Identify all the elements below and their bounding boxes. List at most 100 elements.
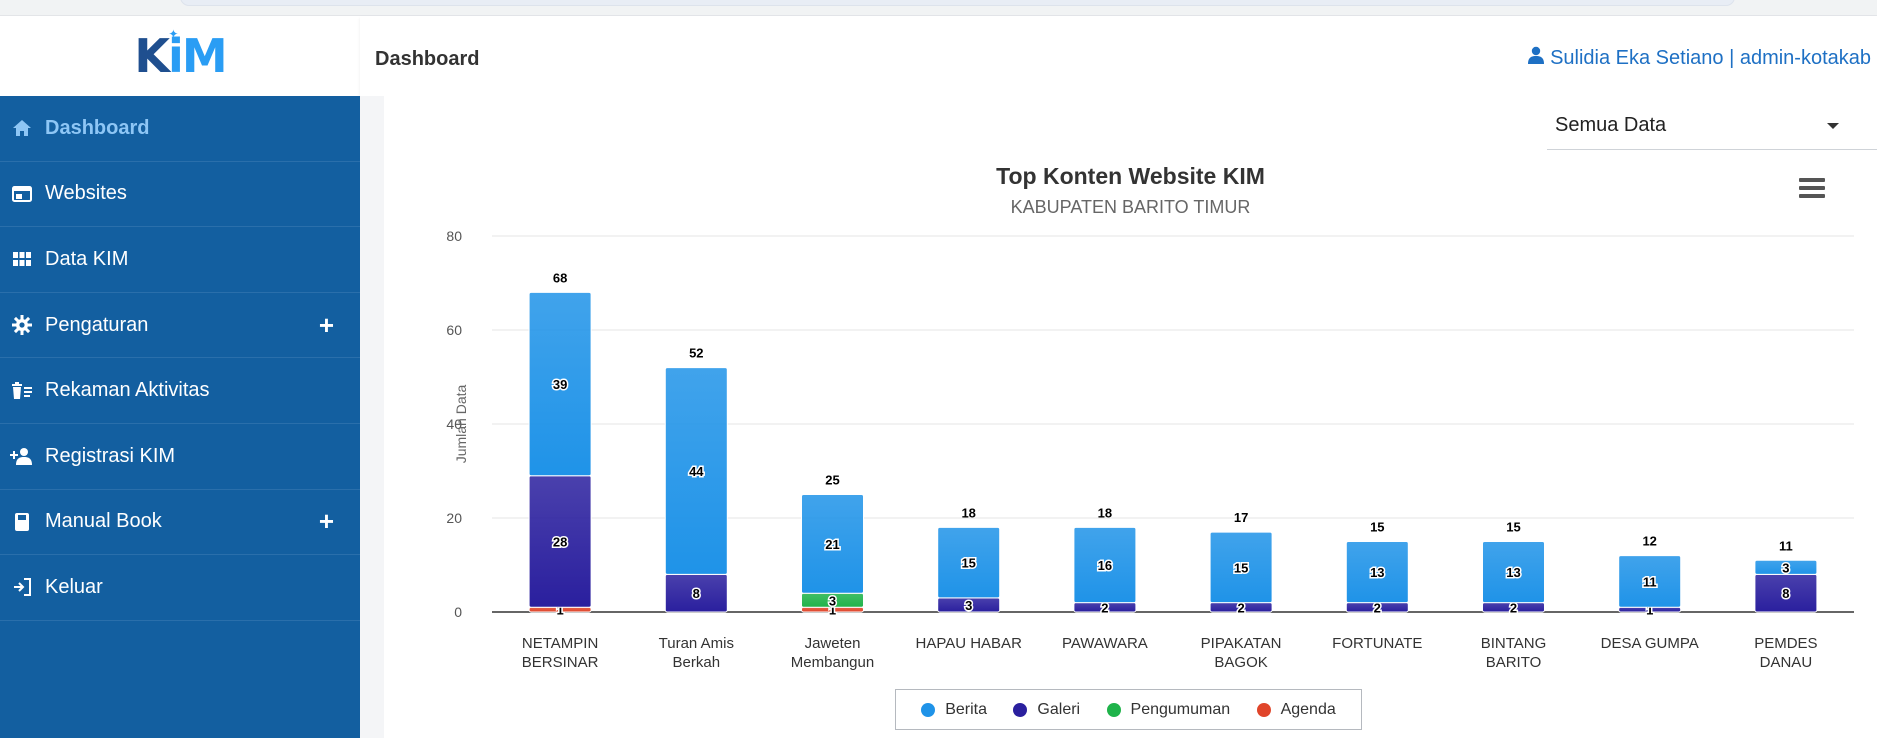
- bar-total-label: 12: [1642, 534, 1656, 549]
- sidebar-item-registrasi-kim[interactable]: Registrasi KIM: [0, 424, 360, 490]
- bar-total-label: 15: [1506, 520, 1520, 535]
- bar-segment-berita: [1209, 531, 1273, 604]
- bar-segment-berita: [1482, 541, 1545, 604]
- bar-total-label: 25: [825, 473, 839, 488]
- gear-icon: [10, 313, 34, 337]
- bar-data-label: 8: [1782, 586, 1789, 601]
- bar-data-label: 3: [1782, 560, 1789, 575]
- sidebar-item-label: Registrasi KIM: [45, 444, 176, 467]
- legend-item-agenda[interactable]: Agenda: [1256, 700, 1336, 719]
- top-header: Dashboard Sulidia Eka Setiano | admin-ko…: [360, 16, 1877, 96]
- expand-plus-icon[interactable]: +: [318, 309, 334, 340]
- legend-dot: [1106, 702, 1121, 717]
- legend-label: Agenda: [1280, 700, 1336, 718]
- chart-menu-icon[interactable]: [1799, 178, 1825, 198]
- bar-total-label: 11: [1779, 538, 1793, 553]
- bar-data-label: 1: [1646, 603, 1653, 618]
- sidebar-item-label: Rekaman Aktivitas: [45, 379, 210, 402]
- filter-selected-value: Semua Data: [1555, 114, 1667, 136]
- bar-data-label: 2: [1237, 600, 1244, 615]
- bar-segment-berita: [664, 367, 728, 575]
- trash-list-icon: [10, 379, 34, 403]
- x-tick-label: Membangun: [791, 654, 874, 671]
- sidebar-item-websites[interactable]: Websites: [0, 162, 360, 228]
- bar-data-label: 39: [553, 377, 567, 392]
- sidebar-item-manual-book[interactable]: Manual Book +: [0, 490, 360, 556]
- bar-total-label: 18: [1098, 505, 1112, 520]
- chart-card: Semua Data Top Konten Website KIM KABUPA…: [384, 96, 1877, 738]
- sidebar-item-label: Manual Book: [45, 510, 162, 533]
- sidebar-item-label: Pengaturan: [45, 313, 149, 336]
- bar-data-label: 1: [556, 603, 563, 618]
- legend-label: Pengumuman: [1130, 700, 1231, 718]
- sidebar-item-pengaturan[interactable]: Pengaturan +: [0, 293, 360, 359]
- bar-total-label: 17: [1234, 510, 1248, 525]
- x-tick-label: BERSINAR: [522, 654, 599, 671]
- x-tick-label: DESA GUMPA: [1601, 635, 1699, 652]
- y-tick-label: 60: [446, 322, 462, 338]
- user-plus-icon: [10, 444, 34, 468]
- grid-icon: [10, 247, 34, 271]
- sidebar-item-keluar[interactable]: Keluar: [0, 555, 360, 621]
- chart-subtitle: KABUPATEN BARITO TIMUR: [1010, 197, 1251, 217]
- page-title: Dashboard: [375, 48, 480, 70]
- bar-data-label: 1: [829, 603, 836, 618]
- x-tick-label: PEMDES: [1754, 635, 1817, 652]
- bar-data-label: 15: [1234, 560, 1248, 575]
- bar-segment-berita: [1754, 559, 1818, 575]
- bar-segment-berita: [528, 291, 592, 477]
- logo-area[interactable]: KiM ✦: [0, 16, 360, 96]
- legend-item-berita[interactable]: Berita: [921, 701, 987, 719]
- y-tick-label: 80: [446, 228, 462, 244]
- x-tick-label: Berkah: [673, 654, 721, 671]
- x-tick-label: BAGOK: [1214, 654, 1267, 671]
- browser-top-strip: [0, 0, 1877, 16]
- bar-segment-berita: [801, 494, 864, 594]
- data-filter-select[interactable]: Semua Data: [1547, 102, 1877, 150]
- user-menu[interactable]: Sulidia Eka Setiano | admin-kotakab: [1528, 46, 1871, 70]
- bar-data-label: 3: [829, 593, 836, 608]
- y-tick-label: 40: [446, 416, 462, 432]
- bar-segment-berita: [1073, 526, 1137, 604]
- x-tick-label: Turan Amis: [659, 635, 734, 652]
- legend-dot: [1256, 702, 1271, 717]
- bar-data-label: 2: [1101, 600, 1108, 615]
- kim-logo: KiM ✦: [134, 27, 228, 83]
- bar-data-label: 15: [961, 556, 975, 571]
- legend-dot: [1013, 702, 1028, 717]
- sidebar-item-label: Dashboard: [45, 116, 150, 139]
- bar-data-label: 3: [965, 598, 972, 613]
- logo-letter-m: M: [181, 29, 228, 83]
- x-tick-label: BINTANG: [1481, 635, 1547, 652]
- x-tick-label: NETAMPIN: [522, 635, 598, 652]
- legend-item-pengumuman[interactable]: Pengumuman: [1106, 700, 1231, 719]
- caret-down-icon: [1827, 123, 1839, 129]
- bar-data-label: 28: [553, 535, 567, 550]
- bar-segment-berita: [937, 526, 1001, 599]
- legend-dot: [921, 702, 936, 717]
- user-name: Sulidia Eka Setiano | admin-kotakab: [1550, 46, 1871, 69]
- chart-title: Top Konten Website KIM: [996, 163, 1265, 189]
- bar-data-label: 21: [825, 537, 839, 552]
- bar-data-label: 44: [689, 464, 704, 479]
- user-icon: [1528, 46, 1545, 70]
- sidebar: Dashboard Websites Data KIM Pengaturan +…: [0, 96, 360, 738]
- legend-item-galeri[interactable]: Galeri: [1013, 701, 1080, 719]
- browser-window-icon: [10, 182, 34, 206]
- x-tick-label: HAPAU HABAR: [915, 635, 1022, 652]
- sidebar-item-dashboard[interactable]: Dashboard: [0, 96, 360, 162]
- bar-data-label: 2: [1510, 600, 1517, 615]
- y-axis-label: Jumlah Data: [453, 384, 469, 463]
- main-content: Semua Data Top Konten Website KIM KABUPA…: [360, 96, 1877, 738]
- x-tick-label: PAWAWARA: [1062, 635, 1148, 652]
- expand-plus-icon[interactable]: +: [318, 506, 334, 537]
- bar-segment-berita: [1618, 555, 1682, 608]
- sidebar-item-rekaman-aktivitas[interactable]: Rekaman Aktivitas: [0, 358, 360, 424]
- x-tick-label: FORTUNATE: [1332, 635, 1422, 652]
- x-tick-label: Jaweten: [805, 635, 861, 652]
- sign-out-icon: [10, 575, 34, 599]
- x-tick-label: PIPAKATAN: [1201, 635, 1282, 652]
- bar-total-label: 68: [553, 270, 567, 285]
- sidebar-item-data-kim[interactable]: Data KIM: [0, 227, 360, 293]
